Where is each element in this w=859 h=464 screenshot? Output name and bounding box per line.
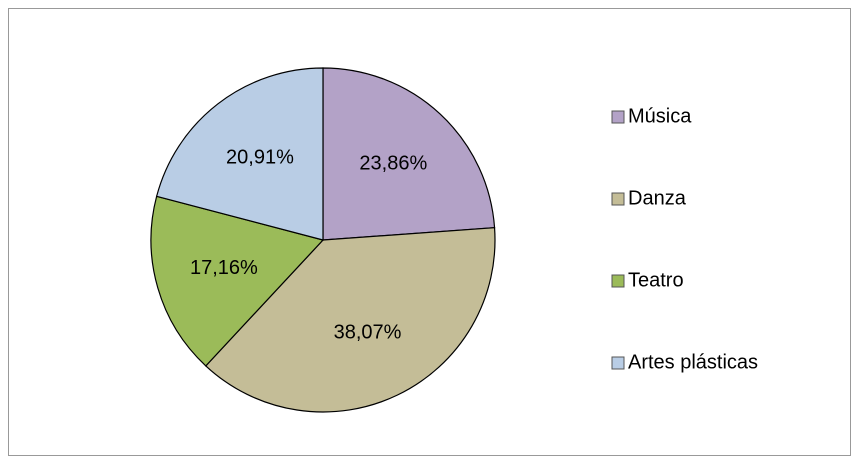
pie-slice <box>322 67 496 241</box>
pie-slice <box>204 227 496 413</box>
legend-label: Artes plásticas <box>628 351 758 373</box>
legend-swatch <box>611 356 625 370</box>
data-label: 20,91% <box>226 147 294 169</box>
data-label: 38,07% <box>334 321 402 343</box>
pie-slice <box>150 195 325 367</box>
pie-slice <box>155 67 324 241</box>
legend-swatch <box>611 110 625 124</box>
data-label: 17,16% <box>190 257 258 279</box>
legend-swatch <box>611 274 625 288</box>
legend-label: Teatro <box>628 269 684 291</box>
legend-label: Danza <box>628 187 687 209</box>
data-label: 23,86% <box>359 153 427 175</box>
legend-swatch <box>611 192 625 206</box>
legend-label: Música <box>628 105 692 127</box>
